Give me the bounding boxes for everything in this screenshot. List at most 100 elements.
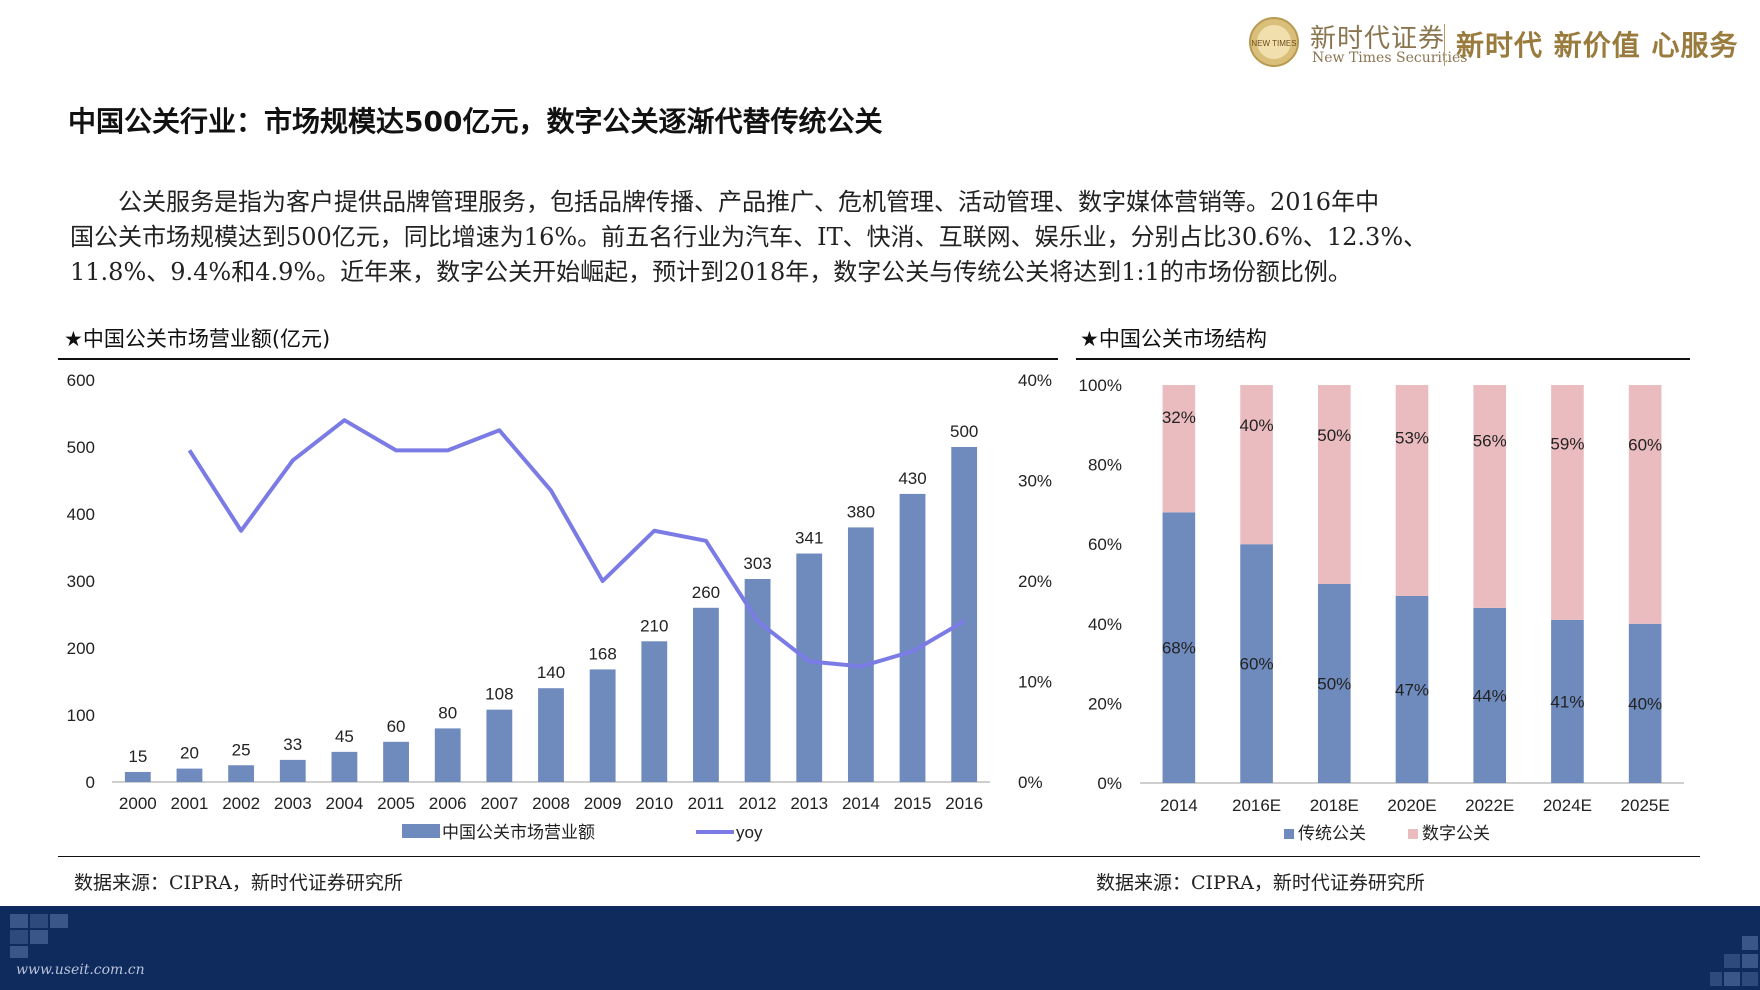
y-tick-label: 80% <box>1088 456 1122 475</box>
digital-segment <box>1240 385 1273 545</box>
x-tick-label: 2014 <box>842 794 880 813</box>
revenue-data-label: 210 <box>640 616 668 635</box>
footer-squares-right-icon <box>1710 936 1758 986</box>
right-source: 数据来源：CIPRA，新时代证券研究所 <box>1096 872 1425 894</box>
x-tick-label: 2002 <box>222 794 260 813</box>
left-source: 数据来源：CIPRA，新时代证券研究所 <box>74 872 403 894</box>
traditional-segment <box>1162 512 1196 783</box>
body-line: 公关服务是指为客户提供品牌管理服务，包括品牌传播、产品推广、危机管理、活动管理、… <box>70 188 1380 216</box>
y-tick-label: 100% <box>1079 376 1122 395</box>
revenue-bar <box>538 688 564 782</box>
revenue-bar <box>796 553 823 782</box>
revenue-data-label: 15 <box>128 747 147 766</box>
logo-mark-icon: NEW TIMES <box>1249 17 1299 67</box>
footer-url: www.useit.com.cn <box>16 962 145 978</box>
x-tick-label: 2015 <box>894 794 932 813</box>
x-tick-label: 2018E <box>1310 796 1359 815</box>
y2-tick-label: 20% <box>1018 572 1052 591</box>
y-tick-label: 400 <box>67 505 95 524</box>
digital-data-label: 53% <box>1395 429 1429 448</box>
traditional-data-label: 47% <box>1395 680 1429 699</box>
digital-data-label: 32% <box>1162 408 1196 427</box>
right-panel-top-rule <box>1076 358 1690 360</box>
traditional-data-label: 68% <box>1162 639 1196 658</box>
y-tick-label: 200 <box>67 639 95 658</box>
digital-data-label: 50% <box>1317 426 1351 445</box>
x-tick-label: 2006 <box>429 794 467 813</box>
footer-squares-icon <box>10 914 68 958</box>
legend-line-label: yoy <box>736 823 763 842</box>
legend-digital-swatch <box>1408 829 1418 839</box>
revenue-data-label: 45 <box>335 727 354 746</box>
revenue-bar <box>383 741 409 782</box>
traditional-segment <box>1473 607 1507 783</box>
y2-tick-label: 10% <box>1018 673 1052 692</box>
x-tick-label: 2003 <box>274 794 312 813</box>
y2-tick-label: 30% <box>1018 472 1052 491</box>
logo-divider <box>1444 24 1445 66</box>
traditional-data-label: 40% <box>1628 694 1662 713</box>
x-tick-label: 2010 <box>635 794 673 813</box>
x-tick-label: 2024E <box>1543 796 1592 815</box>
x-tick-label: 2000 <box>119 794 157 813</box>
logo-mark-text: NEW TIMES <box>1251 39 1296 48</box>
x-tick-label: 2005 <box>377 794 415 813</box>
revenue-data-label: 341 <box>795 529 823 548</box>
x-tick-label: 2007 <box>480 794 518 813</box>
digital-segment <box>1395 385 1429 596</box>
revenue-data-label: 260 <box>692 583 720 602</box>
footer-bar <box>0 906 1760 990</box>
revenue-bar <box>331 751 358 782</box>
x-tick-label: 2001 <box>171 794 209 813</box>
traditional-segment <box>1317 584 1351 783</box>
digital-segment <box>1317 385 1351 584</box>
revenue-data-label: 168 <box>588 644 616 663</box>
bottom-rule <box>58 856 1700 857</box>
y2-tick-label: 0% <box>1018 773 1043 792</box>
y-tick-label: 0% <box>1097 774 1122 793</box>
body-line: 国公关市场规模达到500亿元，同比增速为16%。前五名行业为汽车、IT、快消、互… <box>70 223 1428 251</box>
x-tick-label: 2016E <box>1232 796 1281 815</box>
traditional-segment <box>1628 623 1662 783</box>
x-tick-label: 2004 <box>325 794 363 813</box>
revenue-data-label: 500 <box>950 422 978 441</box>
legend-digital-label: 数字公关 <box>1422 824 1490 843</box>
right-chart-title: ★中国公关市场结构 <box>1080 327 1267 351</box>
revenue-data-label: 108 <box>485 685 513 704</box>
x-tick-label: 2016 <box>945 794 983 813</box>
y-tick-label: 60% <box>1088 535 1122 554</box>
revenue-bar <box>693 607 719 782</box>
y2-tick-label: 40% <box>1018 371 1052 390</box>
y-tick-label: 600 <box>67 371 95 390</box>
digital-data-label: 59% <box>1550 435 1584 454</box>
legend-bar-swatch <box>402 824 440 838</box>
traditional-data-label: 41% <box>1550 692 1584 711</box>
revenue-data-label: 140 <box>537 663 565 682</box>
revenue-data-label: 20 <box>180 744 199 763</box>
y-tick-label: 100 <box>67 706 95 725</box>
x-tick-label: 2022E <box>1465 796 1514 815</box>
y-tick-label: 40% <box>1088 615 1122 634</box>
body-line: 11.8%、9.4%和4.9%。近年来，数字公关开始崛起，预计到2018年，数字… <box>70 258 1352 286</box>
revenue-data-label: 60 <box>387 717 406 736</box>
x-tick-label: 2012 <box>739 794 777 813</box>
traditional-segment <box>1551 619 1584 783</box>
revenue-data-label: 33 <box>283 735 302 754</box>
digital-segment <box>1628 385 1662 624</box>
legend-traditional-label: 传统公关 <box>1298 824 1366 843</box>
revenue-data-label: 80 <box>438 703 457 722</box>
page-title: 中国公关行业：市场规模达500亿元，数字公关逐渐代替传统公关 <box>68 105 883 138</box>
revenue-bar <box>641 641 668 782</box>
revenue-bar <box>434 728 461 782</box>
y-tick-label: 500 <box>67 438 95 457</box>
revenue-data-label: 303 <box>743 554 771 573</box>
revenue-bar <box>124 771 151 782</box>
revenue-data-label: 430 <box>898 469 926 488</box>
legend-traditional-swatch <box>1284 829 1294 839</box>
x-tick-label: 2011 <box>688 794 725 813</box>
revenue-bar <box>951 447 978 782</box>
digital-data-label: 40% <box>1240 416 1274 435</box>
revenue-bar <box>279 759 306 782</box>
